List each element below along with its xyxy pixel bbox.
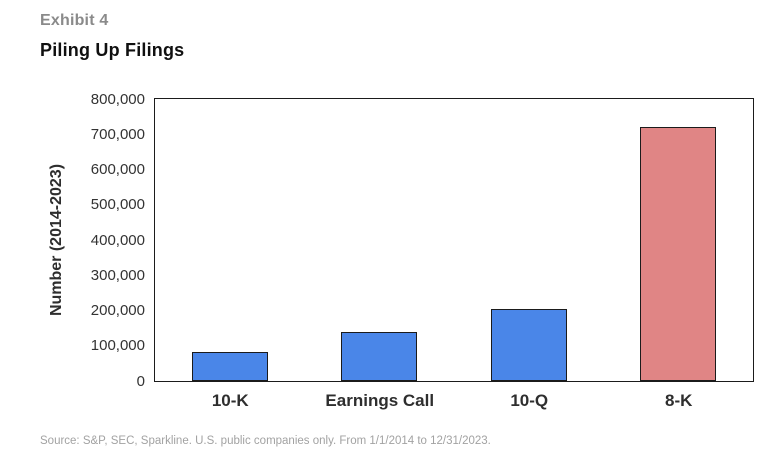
y-tick-label: 300,000 — [90, 266, 145, 284]
y-tick-label: 800,000 — [90, 90, 145, 108]
bar-10-q — [490, 308, 567, 381]
bar-10-k — [191, 352, 268, 381]
y-tick-label: 200,000 — [90, 302, 145, 319]
y-tick-label: 100,000 — [90, 337, 145, 355]
y-tick-label: 0 — [136, 372, 145, 390]
figure-header: Exhibit 4 Piling Up Filings — [40, 12, 184, 61]
x-tick-label-10-k: 10-K — [211, 391, 249, 410]
x-tick-label-earnings-call: Earnings Call — [325, 391, 435, 410]
source-note: Source: S&P, SEC, Sparkline. U.S. public… — [40, 435, 491, 447]
bar-8-k — [640, 126, 717, 381]
y-tick-label: 600,000 — [90, 161, 145, 178]
x-tick-label-10-q: 10-Q — [510, 391, 549, 410]
x-tick-label-8-k: 8-K — [665, 391, 693, 410]
y-tick-label: 500,000 — [90, 196, 145, 214]
bar-earnings-call — [341, 331, 418, 381]
plot-area — [154, 98, 754, 382]
chart-title: Piling Up Filings — [40, 40, 185, 60]
y-tick-label: 700,000 — [90, 125, 145, 143]
exhibit-label: Exhibit 4 — [40, 12, 109, 29]
y-tick-label: 400,000 — [90, 231, 145, 249]
